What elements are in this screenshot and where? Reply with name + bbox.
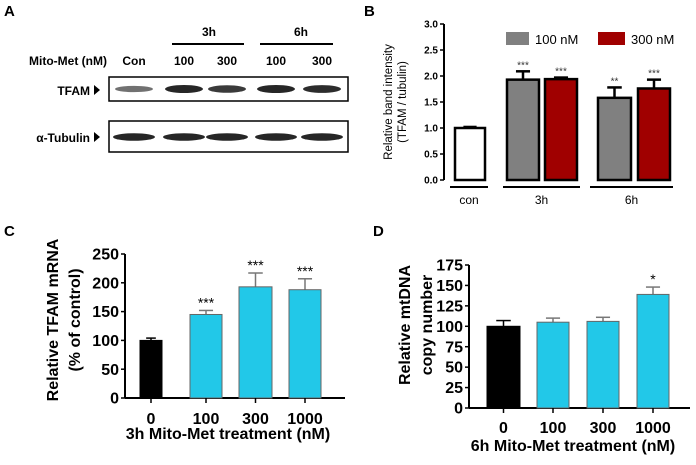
bar (238, 286, 273, 399)
y-tick-label: 50 (101, 362, 119, 379)
treatment-label: Mito-Met (nM) (29, 54, 107, 68)
tubulin-band (206, 133, 248, 141)
bar-chart-b: 0.0 0.5 1.0 1.5 2.0 2.5 3.0 Relative band inten… (383, 20, 673, 207)
x-tick-label: 100 (540, 420, 567, 437)
panel-label-b: B (364, 3, 375, 20)
y-tick-label: 150 (92, 304, 119, 321)
y-axis-label: (% of control) (67, 268, 84, 371)
y-tick-label: 0 (110, 391, 119, 408)
bar (288, 289, 322, 399)
y-tick-label: 100 (436, 319, 463, 336)
y-tick-label: 200 (92, 275, 119, 292)
y-axis-label: Relative band intensity (383, 44, 395, 160)
bar-chart-c: 0 50 100 150 200 250 Relative TFAM mRNA (% of c… (45, 238, 345, 443)
y-tick-label: 100 (92, 333, 119, 350)
y-axis-label: Relative mtDNA (397, 265, 414, 385)
bar (536, 321, 570, 409)
panel-label-a: A (4, 3, 15, 20)
y-tick-label: 0.0 (424, 176, 438, 187)
bar (586, 320, 620, 409)
significance-marker: ** (611, 76, 619, 87)
row-label-tfam: TFAM (57, 84, 90, 98)
significance-marker: *** (247, 257, 264, 273)
bar (189, 313, 223, 399)
legend-swatch (506, 32, 529, 45)
y-tick-label: 125 (436, 298, 463, 315)
y-tick-label: 25 (445, 380, 463, 397)
y-tick-label: 0.5 (424, 150, 438, 161)
tfam-band (303, 85, 341, 93)
legend-label: 300 nM (631, 32, 674, 47)
group-label-6h: 6h (294, 25, 308, 39)
bar (543, 77, 579, 182)
bar (636, 293, 670, 409)
bar (139, 339, 163, 399)
y-tick-label: 150 (436, 278, 463, 295)
group-label: con (459, 193, 478, 207)
y-tick-label: 1.5 (424, 98, 438, 109)
lane-label: 300 (217, 54, 237, 68)
arrow-right-icon (94, 132, 100, 142)
x-tick-label: 1000 (635, 420, 671, 437)
significance-marker: * (650, 271, 656, 287)
lane-label: 100 (266, 54, 286, 68)
y-tick-label: 2.0 (424, 72, 438, 83)
arrow-right-icon (94, 85, 100, 95)
significance-marker: *** (198, 294, 215, 310)
panel-label-d: D (373, 223, 384, 240)
bar (596, 96, 633, 182)
y-axis-label: Relative TFAM mRNA (45, 238, 62, 401)
tubulin-band (301, 133, 343, 141)
legend: 100 nM 300 nM (506, 32, 674, 47)
tubulin-band (255, 133, 297, 141)
y-tick-label: 75 (445, 339, 463, 356)
lane-label: Con (122, 54, 145, 68)
x-tick-label: 0 (499, 420, 508, 437)
bar-chart-d: 0 25 50 75 100 125 150 175 Relative mtDNA copy nu… (397, 258, 690, 455)
y-axis-label: (TFAM / tubulin) (397, 61, 409, 143)
x-tick-label: 1000 (287, 411, 323, 428)
legend-swatch (598, 32, 625, 45)
group-label-3h: 3h (202, 25, 216, 39)
tfam-band (165, 85, 203, 93)
y-tick-label: 2.5 (424, 46, 438, 57)
lane-label: 100 (174, 54, 194, 68)
tfam-band (208, 85, 246, 93)
y-axis-label: copy number (419, 275, 436, 375)
significance-marker: *** (517, 60, 529, 71)
y-tick-label: 3.0 (424, 20, 438, 31)
significance-marker: *** (297, 263, 314, 279)
tfam-band (257, 85, 295, 93)
significance-marker: *** (648, 69, 660, 80)
group-label: 6h (625, 193, 638, 207)
group-label: 3h (535, 193, 548, 207)
x-tick-label: 100 (193, 411, 220, 428)
row-label-tubulin: α-Tubulin (36, 131, 90, 145)
tubulin-band (113, 133, 155, 141)
x-axis-label: 3h Mito-Met treatment (nM) (126, 426, 330, 443)
panel-label-c: C (4, 223, 15, 240)
y-tick-label: 175 (436, 258, 463, 275)
bar (486, 325, 521, 409)
x-tick-label: 300 (590, 420, 617, 437)
tubulin-band (163, 133, 205, 141)
tfam-band (115, 85, 153, 93)
x-axis-label: 6h Mito-Met treatment (nM) (471, 438, 675, 455)
legend-label: 100 nM (535, 32, 578, 47)
bar (505, 78, 541, 182)
significance-marker: *** (555, 67, 567, 78)
y-tick-label: 0 (454, 401, 463, 418)
bar (453, 126, 487, 182)
lane-label: 300 (312, 54, 332, 68)
bar (636, 87, 672, 182)
y-tick-label: 250 (92, 247, 119, 264)
x-tick-label: 0 (147, 411, 156, 428)
x-tick-label: 300 (242, 411, 269, 428)
western-blot: 3h 6h Mito-Met (nM) Con 100 300 100 300 … (29, 25, 349, 153)
y-tick-label: 1.0 (424, 124, 438, 135)
y-tick-label: 50 (445, 360, 463, 377)
